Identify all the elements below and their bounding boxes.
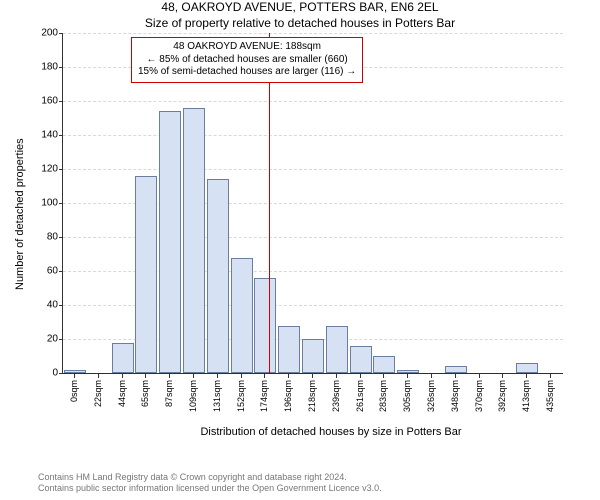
xtick-label: 174sqm [259,380,269,412]
ytick-label: 180 [41,62,63,73]
xtick-mark [526,374,527,378]
xtick-mark [169,374,170,378]
ytick-label: 60 [47,266,63,277]
callout-line: 15% of semi-detached houses are larger (… [138,66,356,79]
chart-title-block: 48, OAKROYD AVENUE, POTTERS BAR, EN6 2EL… [0,0,600,31]
xtick-mark [502,374,503,378]
xtick-label: 283sqm [378,380,388,412]
histogram-bar [231,258,253,374]
xtick-label: 392sqm [497,380,507,412]
histogram-bar [373,356,395,373]
x-axis-label: Distribution of detached houses by size … [62,426,600,438]
ytick-label: 120 [41,164,63,175]
histogram-bar [207,179,229,373]
xtick-mark [431,374,432,378]
xtick-label: 109sqm [188,380,198,412]
xtick-label: 435sqm [545,380,555,412]
y-axis-label: Number of detached properties [14,138,26,290]
gridline-h [63,169,563,170]
xtick-label: 413sqm [521,380,531,412]
histogram-bar [112,343,134,374]
xtick-mark [407,374,408,378]
histogram-bar [64,370,86,373]
histogram-bar [445,366,467,373]
ytick-label: 20 [47,334,63,345]
histogram-bar [326,326,348,374]
xtick-mark [455,374,456,378]
xtick-label: 131sqm [212,380,222,412]
xtick-mark [122,374,123,378]
xtick-label: 261sqm [355,380,365,412]
xtick-label: 87sqm [164,380,174,407]
gridline-h [63,135,563,136]
attribution: Contains HM Land Registry data © Crown c… [38,472,382,495]
xtick-label: 326sqm [426,380,436,412]
xtick-mark [193,374,194,378]
xtick-label: 370sqm [474,380,484,412]
title-line-2: Size of property relative to detached ho… [0,16,600,32]
attribution-line-1: Contains HM Land Registry data © Crown c… [38,472,382,484]
ytick-label: 140 [41,130,63,141]
histogram-bar [254,278,276,373]
callout-line: ← 85% of detached houses are smaller (66… [138,54,356,67]
chart-area: 02040608010012014016018020048 OAKROYD AV… [62,33,600,438]
title-line-1: 48, OAKROYD AVENUE, POTTERS BAR, EN6 2EL [0,0,600,16]
ytick-label: 100 [41,198,63,209]
xtick-mark [145,374,146,378]
ytick-label: 80 [47,232,63,243]
xtick-mark [241,374,242,378]
callout-box: 48 OAKROYD AVENUE: 188sqm← 85% of detach… [131,37,363,83]
xtick-label: 348sqm [450,380,460,412]
xtick-label: 152sqm [236,380,246,412]
xtick-label: 44sqm [117,380,127,407]
xtick-label: 218sqm [307,380,317,412]
xtick-label: 196sqm [283,380,293,412]
attribution-line-2: Contains public sector information licen… [38,483,382,495]
xtick-mark [264,374,265,378]
xtick-label: 65sqm [140,380,150,407]
xtick-mark [288,374,289,378]
xtick-mark [550,374,551,378]
ytick-label: 200 [41,28,63,39]
xtick-label: 305sqm [402,380,412,412]
histogram-bar [302,339,324,373]
ytick-label: 160 [41,96,63,107]
callout-line: 48 OAKROYD AVENUE: 188sqm [138,41,356,54]
gridline-h [63,33,563,34]
gridline-h [63,101,563,102]
histogram-bar [397,370,419,373]
histogram-bar [183,108,205,373]
xtick-mark [217,374,218,378]
histogram-bar [516,363,538,373]
xtick-label: 0sqm [69,380,79,402]
histogram-bar [159,111,181,373]
xtick-mark [360,374,361,378]
xtick-label: 239sqm [331,380,341,412]
xtick-mark [479,374,480,378]
histogram-bar [350,346,372,373]
xtick-mark [383,374,384,378]
xtick-mark [312,374,313,378]
histogram-bar [278,326,300,374]
x-axis-ticks: 0sqm22sqm44sqm65sqm87sqm109sqm131sqm152s… [62,374,562,378]
plot-region: 02040608010012014016018020048 OAKROYD AV… [62,33,563,374]
xtick-mark [74,374,75,378]
histogram-bar [135,176,157,373]
xtick-label: 22sqm [93,380,103,407]
marker-line [269,33,270,373]
xtick-mark [98,374,99,378]
ytick-label: 40 [47,300,63,311]
xtick-mark [336,374,337,378]
